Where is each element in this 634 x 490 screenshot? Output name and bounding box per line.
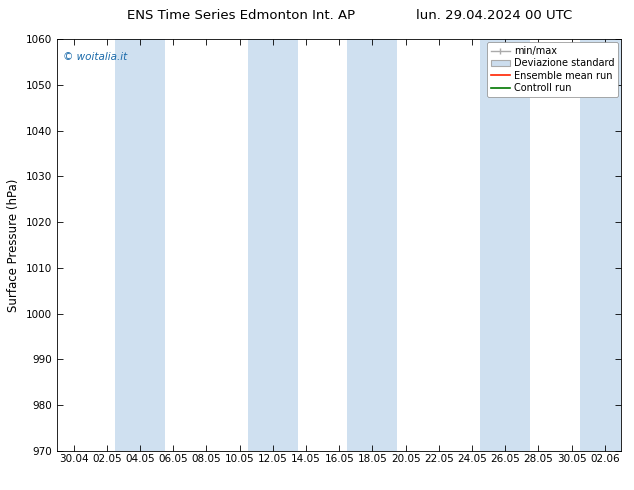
Bar [347,39,398,451]
Text: © woitalia.it: © woitalia.it [63,51,127,62]
Y-axis label: Surface Pressure (hPa): Surface Pressure (hPa) [8,178,20,312]
Bar [248,39,298,451]
Text: lun. 29.04.2024 00 UTC: lun. 29.04.2024 00 UTC [417,9,573,22]
Text: ENS Time Series Edmonton Int. AP: ENS Time Series Edmonton Int. AP [127,9,355,22]
Bar [580,39,630,451]
Bar [115,39,165,451]
Bar [481,39,530,451]
Legend: min/max, Deviazione standard, Ensemble mean run, Controll run: min/max, Deviazione standard, Ensemble m… [487,42,618,97]
